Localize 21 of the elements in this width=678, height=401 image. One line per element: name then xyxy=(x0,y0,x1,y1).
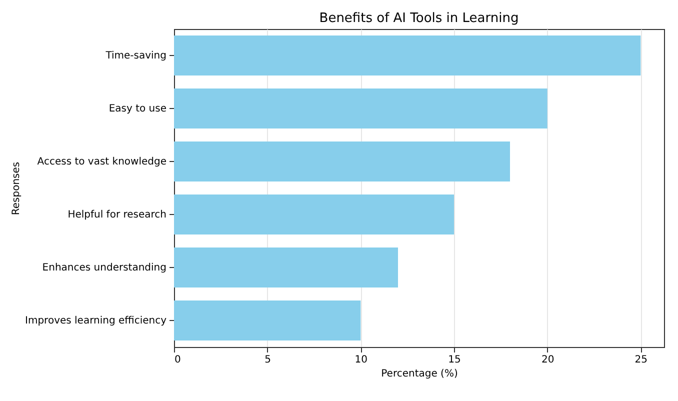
x-tick-label: 10 xyxy=(354,354,368,366)
bar xyxy=(174,142,510,182)
y-tick-label: Time-saving xyxy=(104,50,166,62)
bar xyxy=(174,88,548,128)
x-tick-label: 15 xyxy=(448,354,461,366)
y-tick-label: Access to vast knowledge xyxy=(37,156,166,168)
x-tick-label: 5 xyxy=(264,354,272,366)
chart-title: Benefits of AI Tools in Learning xyxy=(319,11,519,26)
bar xyxy=(174,300,361,340)
y-tick-label: Easy to use xyxy=(108,104,166,114)
x-tick-label: 25 xyxy=(634,354,648,366)
x-axis-title: Percentage (%) xyxy=(381,368,458,380)
y-axis-title: Responses xyxy=(11,162,22,216)
bar xyxy=(174,248,398,288)
bar xyxy=(174,36,641,76)
x-tick-label: 20 xyxy=(541,354,554,366)
y-tick-label: Enhances understanding xyxy=(42,262,166,274)
y-tick-label: Improves learning efficiency xyxy=(25,316,167,326)
x-tick-label: 0 xyxy=(174,354,181,366)
y-tick-label: Helpful for research xyxy=(68,210,166,220)
bar xyxy=(174,194,454,234)
